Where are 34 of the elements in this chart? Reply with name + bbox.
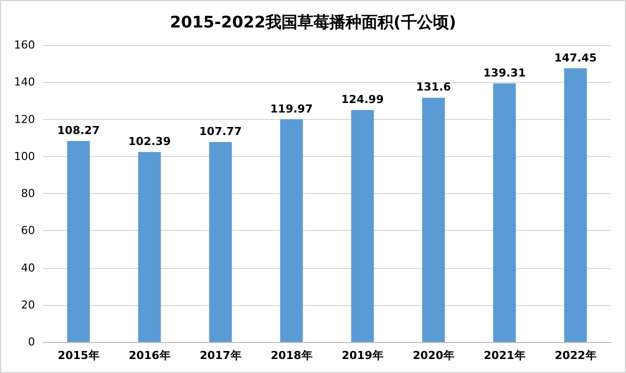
data-label: 107.77	[199, 124, 242, 138]
data-label: 139.31	[483, 66, 526, 80]
y-tick-label: 100	[14, 150, 35, 163]
y-tick-label: 140	[14, 76, 35, 89]
data-label: 108.27	[57, 124, 100, 138]
y-tick-label: 40	[21, 261, 35, 274]
bar	[422, 98, 445, 342]
x-tick-label: 2022年	[554, 349, 596, 362]
bar	[67, 141, 90, 342]
bar	[564, 68, 587, 342]
y-tick-label: 0	[28, 336, 35, 348]
y-tick-label: 20	[21, 298, 35, 312]
data-label: 124.99	[341, 92, 384, 106]
bar	[351, 110, 374, 342]
chart-title: 2015-2022我国草莓播种面积(千公顷)	[170, 12, 456, 32]
y-tick-label: 120	[14, 112, 35, 126]
data-label: 147.45	[554, 51, 597, 64]
y-tick-label: 160	[14, 38, 35, 52]
x-tick-label: 2019年	[342, 349, 384, 362]
x-tick-label: 2015年	[58, 349, 100, 362]
x-tick-label: 2020年	[412, 349, 454, 362]
bar	[209, 142, 232, 342]
x-tick-label: 2016年	[128, 349, 170, 362]
bar	[493, 83, 516, 342]
bar	[138, 152, 161, 342]
y-tick-label: 60	[21, 224, 35, 238]
y-tick-label: 80	[21, 187, 35, 200]
data-label: 119.97	[270, 102, 313, 116]
x-tick-label: 2018年	[270, 349, 312, 362]
x-tick-label: 2017年	[200, 349, 242, 362]
bar	[280, 119, 303, 342]
data-label: 131.6	[416, 80, 452, 94]
data-label: 102.39	[128, 134, 171, 148]
x-tick-label: 2021年	[484, 349, 526, 362]
